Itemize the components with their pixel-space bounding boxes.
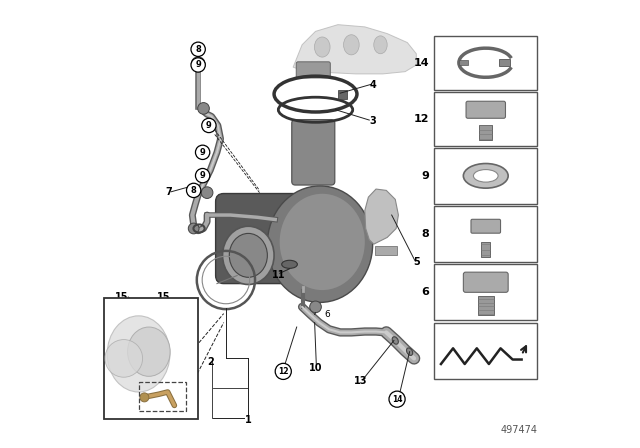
Circle shape	[198, 103, 209, 114]
Bar	[477, 296, 494, 315]
Text: 13: 13	[354, 376, 367, 386]
Bar	[479, 125, 492, 140]
FancyBboxPatch shape	[296, 62, 330, 78]
Bar	[338, 90, 347, 99]
FancyBboxPatch shape	[466, 101, 506, 118]
Polygon shape	[365, 189, 398, 244]
Circle shape	[310, 301, 321, 313]
Text: 4: 4	[369, 80, 376, 90]
Ellipse shape	[268, 186, 372, 302]
Bar	[435, 92, 538, 146]
Circle shape	[202, 118, 216, 133]
Text: 8: 8	[191, 186, 196, 195]
Ellipse shape	[229, 233, 268, 277]
Text: 9: 9	[195, 60, 201, 69]
Circle shape	[188, 223, 199, 234]
Ellipse shape	[474, 169, 498, 182]
Bar	[481, 242, 490, 257]
Bar	[435, 206, 538, 262]
FancyBboxPatch shape	[216, 194, 301, 284]
Bar	[459, 60, 468, 65]
Text: 14: 14	[392, 395, 403, 404]
Text: 15: 15	[156, 292, 170, 302]
Text: 15: 15	[115, 292, 129, 302]
Ellipse shape	[127, 327, 170, 376]
Circle shape	[191, 58, 205, 72]
Ellipse shape	[463, 164, 508, 188]
Text: 12: 12	[278, 367, 289, 376]
Circle shape	[186, 183, 201, 198]
Bar	[435, 36, 538, 90]
Circle shape	[192, 43, 204, 55]
Ellipse shape	[374, 36, 387, 54]
Text: 12: 12	[413, 114, 429, 124]
Circle shape	[140, 393, 149, 402]
Circle shape	[105, 340, 143, 377]
Bar	[499, 59, 511, 66]
Text: 8: 8	[195, 45, 201, 54]
Text: 7: 7	[165, 187, 172, 197]
Ellipse shape	[280, 194, 365, 290]
FancyBboxPatch shape	[292, 120, 335, 185]
Circle shape	[195, 145, 210, 159]
Text: 9: 9	[421, 171, 429, 181]
Text: 9: 9	[200, 148, 205, 157]
Ellipse shape	[282, 260, 298, 268]
Ellipse shape	[406, 348, 413, 355]
Circle shape	[389, 391, 405, 407]
Text: 10: 10	[308, 363, 323, 373]
Text: 11: 11	[271, 270, 285, 280]
Text: 5: 5	[413, 257, 420, 267]
Ellipse shape	[108, 316, 170, 392]
Text: 497474: 497474	[500, 426, 538, 435]
Bar	[435, 148, 538, 204]
Circle shape	[191, 57, 205, 70]
Bar	[435, 264, 538, 320]
Text: 1: 1	[245, 415, 252, 425]
Text: 6: 6	[324, 310, 330, 319]
Text: 9: 9	[200, 171, 205, 180]
Text: 8: 8	[421, 229, 429, 239]
Circle shape	[201, 187, 213, 198]
Text: 9: 9	[206, 121, 212, 130]
Ellipse shape	[344, 35, 359, 55]
Bar	[374, 246, 397, 255]
Text: 3: 3	[369, 116, 376, 125]
Circle shape	[275, 363, 291, 379]
Text: 14: 14	[413, 58, 429, 68]
Polygon shape	[293, 25, 417, 74]
Circle shape	[191, 42, 205, 56]
FancyBboxPatch shape	[471, 219, 500, 233]
FancyBboxPatch shape	[463, 272, 508, 293]
Ellipse shape	[223, 226, 274, 284]
Circle shape	[195, 168, 210, 183]
Ellipse shape	[314, 37, 330, 57]
Ellipse shape	[392, 337, 398, 344]
Bar	[139, 382, 186, 411]
Bar	[104, 298, 198, 419]
Bar	[435, 323, 538, 379]
Text: 2: 2	[207, 357, 214, 366]
Text: 6: 6	[421, 287, 429, 297]
